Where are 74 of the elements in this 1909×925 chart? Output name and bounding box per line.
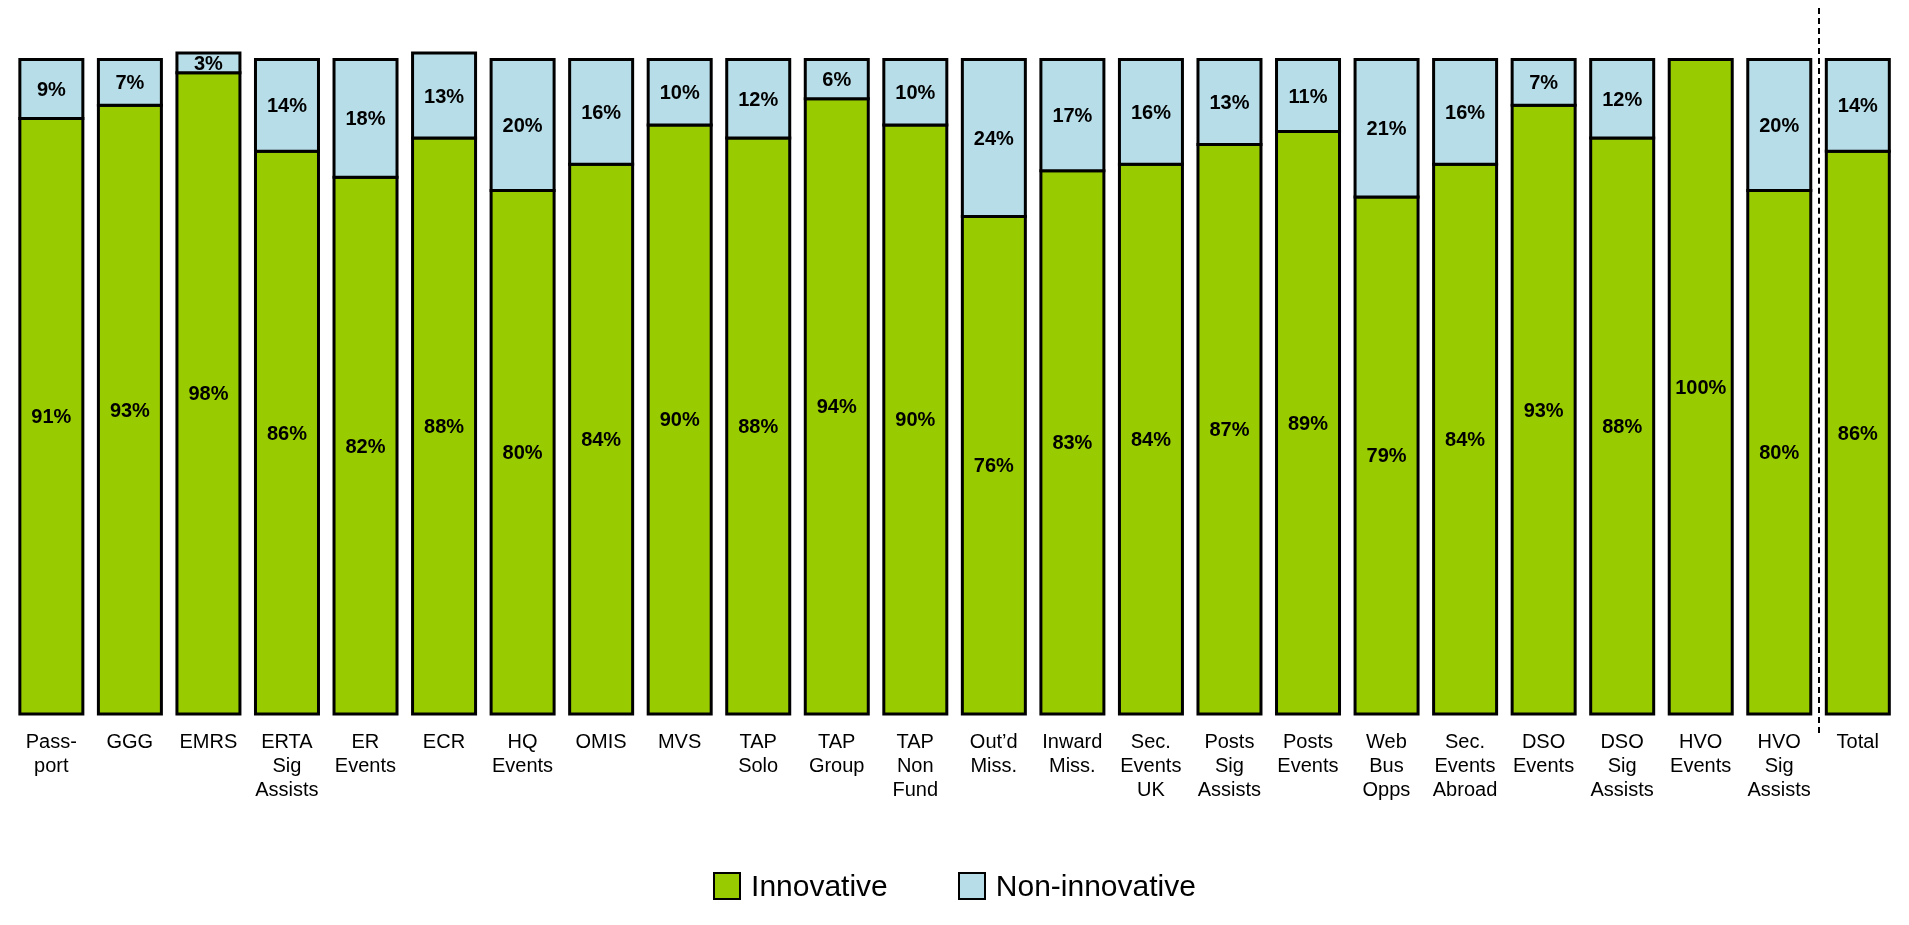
data-label: 12%: [738, 87, 779, 110]
data-label: 84%: [1130, 428, 1172, 451]
x-tick-label: EMRS: [179, 730, 238, 752]
data-label: 7%: [115, 71, 145, 94]
data-label: 10%: [659, 81, 700, 104]
data-label: 11%: [1288, 84, 1328, 107]
x-tick-label: Posts Events: [1277, 730, 1339, 776]
x-tick-label: Sec. Events Abroad: [1432, 730, 1498, 800]
data-label: 9%: [36, 78, 67, 100]
data-label: 93%: [1523, 398, 1564, 421]
x-tick-label: HQ Events: [491, 730, 554, 776]
x-tick-label: ECR: [422, 730, 466, 752]
data-label: 88%: [424, 415, 465, 438]
data-label: 83%: [1052, 431, 1093, 454]
x-tick-label: DSO Events: [1512, 730, 1575, 776]
data-label: 90%: [659, 408, 700, 431]
data-label: 82%: [345, 434, 386, 457]
data-label: 14%: [266, 94, 308, 117]
x-tick-label: TAP Non Fund: [892, 730, 939, 800]
data-label: 93%: [109, 398, 151, 421]
data-label: 18%: [345, 107, 386, 130]
data-label: 86%: [1837, 421, 1879, 444]
data-label: 12%: [1602, 87, 1643, 110]
data-label: 80%: [1759, 441, 1800, 464]
x-tick-label: Total: [1836, 730, 1879, 752]
data-label: 13%: [1209, 91, 1250, 114]
data-label: 84%: [1445, 428, 1486, 451]
legend-label: Innovative: [751, 869, 888, 903]
bar: [1667, 58, 1734, 716]
x-tick-label: Sec. Events UK: [1120, 730, 1182, 800]
data-label: 84%: [581, 428, 622, 451]
data-label: 86%: [266, 421, 308, 444]
data-label: 88%: [738, 415, 779, 438]
data-label: 14%: [1837, 94, 1879, 117]
x-tick-label: OMIS: [575, 730, 627, 752]
x-tick-label: GGG: [106, 730, 154, 752]
data-label: 89%: [1288, 411, 1329, 434]
data-label: 3%: [193, 51, 224, 74]
x-tick-label: Inward Miss.: [1042, 730, 1103, 776]
data-label: 6%: [822, 68, 852, 91]
x-tick-label: TAP Group: [808, 730, 865, 776]
x-tick-label: MVS: [657, 730, 702, 752]
legend-label: Non-innovative: [995, 869, 1196, 903]
data-label: 7%: [1529, 71, 1559, 94]
data-label: 80%: [502, 441, 543, 464]
data-label: 16%: [581, 100, 622, 123]
x-tick-label: Web Bus Opps: [1362, 730, 1411, 800]
data-label: 100%: [1675, 375, 1727, 398]
data-label: 79%: [1366, 444, 1407, 467]
data-label: 16%: [1445, 100, 1486, 123]
x-tick-label: Pass- port: [25, 730, 77, 776]
data-label: 20%: [1759, 113, 1800, 136]
data-label: 20%: [502, 113, 543, 136]
data-label: 76%: [973, 454, 1015, 477]
x-tick-label: HVO Events: [1670, 730, 1732, 776]
data-label: 21%: [1366, 117, 1407, 140]
data-label: 98%: [188, 382, 229, 405]
x-tick-label: HVO Sig Assists: [1747, 730, 1811, 800]
x-tick-label: ER Events: [334, 730, 397, 776]
data-label: 90%: [895, 408, 936, 431]
x-tick-label: ERTA Sig Assists: [255, 730, 319, 800]
x-tick-label: Out’d Miss.: [969, 730, 1018, 776]
x-tick-label: DSO Sig Assists: [1590, 730, 1654, 800]
x-tick-label: TAP Solo: [738, 730, 779, 776]
data-label: 91%: [31, 405, 72, 428]
data-label: 24%: [973, 127, 1015, 150]
data-label: 13%: [424, 84, 465, 107]
data-label: 94%: [816, 395, 857, 418]
data-label: 17%: [1052, 104, 1093, 127]
data-label: 10%: [895, 81, 936, 104]
data-label: 87%: [1209, 418, 1250, 441]
data-label: 16%: [1130, 100, 1172, 123]
x-tick-label: Posts Sig Assists: [1197, 730, 1262, 800]
data-label: 88%: [1602, 415, 1643, 438]
